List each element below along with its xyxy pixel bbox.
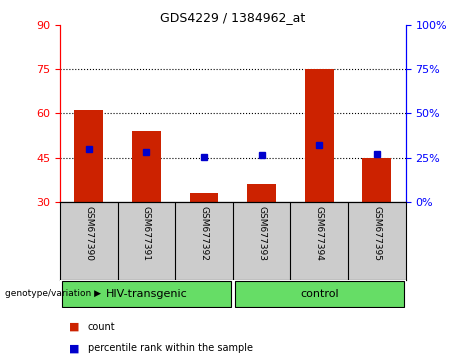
Text: genotype/variation ▶: genotype/variation ▶: [5, 289, 100, 298]
Text: GSM677395: GSM677395: [372, 206, 381, 261]
FancyBboxPatch shape: [235, 281, 404, 307]
FancyBboxPatch shape: [62, 281, 231, 307]
Bar: [362, 158, 391, 202]
Bar: [189, 193, 219, 202]
Text: control: control: [300, 289, 338, 299]
Text: ■: ■: [69, 343, 80, 353]
Bar: [305, 69, 334, 202]
Text: GSM677394: GSM677394: [315, 206, 324, 261]
Text: GSM677393: GSM677393: [257, 206, 266, 261]
Bar: [74, 110, 103, 202]
Text: count: count: [88, 322, 115, 332]
Text: ■: ■: [69, 322, 80, 332]
Text: GSM677390: GSM677390: [84, 206, 93, 261]
Bar: [247, 184, 276, 202]
Text: GSM677392: GSM677392: [200, 206, 208, 261]
Title: GDS4229 / 1384962_at: GDS4229 / 1384962_at: [160, 11, 306, 24]
Text: percentile rank within the sample: percentile rank within the sample: [88, 343, 253, 353]
Text: GSM677391: GSM677391: [142, 206, 151, 261]
Bar: [132, 131, 161, 202]
Text: HIV-transgenic: HIV-transgenic: [106, 289, 187, 299]
